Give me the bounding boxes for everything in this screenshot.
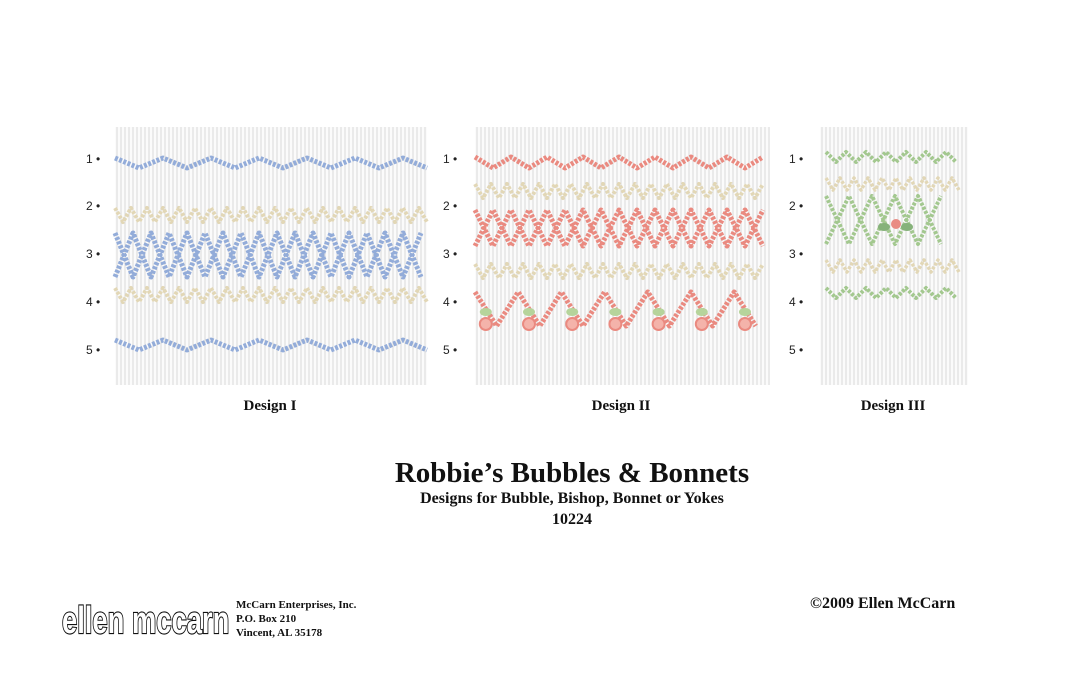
copyright: ©2009 Ellen McCarn	[810, 595, 955, 612]
title: Robbie’s Bubbles & Bonnets	[395, 457, 749, 489]
leaf	[739, 308, 751, 316]
stitch	[473, 154, 765, 171]
leaf	[566, 308, 579, 316]
row-label: 4 •	[86, 295, 100, 309]
rosebud	[522, 317, 536, 331]
rosebud	[651, 317, 666, 331]
leaf	[878, 223, 890, 231]
company-address: P.O. Box 210	[236, 613, 297, 625]
stitch	[473, 262, 765, 280]
leaf	[609, 308, 622, 316]
stitch	[114, 155, 428, 171]
stitch	[472, 207, 766, 249]
row-label: 5 •	[443, 343, 457, 357]
company-city: Vincent, AL 35178	[236, 627, 323, 639]
stitch	[472, 207, 766, 249]
stitch	[112, 230, 424, 280]
row-label: 1 •	[789, 152, 803, 166]
rosebud	[694, 317, 709, 331]
stitch	[113, 286, 429, 304]
rosebud	[565, 317, 580, 331]
row-label: 5 •	[789, 343, 803, 357]
logo: ellen mccarn	[62, 600, 229, 642]
stitch	[473, 182, 765, 200]
row-label: 3 •	[443, 247, 457, 261]
rosebud	[608, 317, 623, 331]
row-label: 2 •	[789, 199, 803, 213]
row-label: 3 •	[789, 247, 803, 261]
subtitle: Designs for Bubble, Bishop, Bonnet or Yo…	[420, 490, 724, 507]
leaf	[523, 308, 535, 316]
leaf	[652, 308, 665, 316]
row-label: 1 •	[86, 152, 100, 166]
stitch	[824, 194, 943, 246]
stitch	[114, 337, 428, 353]
stitch	[824, 176, 961, 192]
stitch	[112, 230, 424, 280]
stitch	[824, 286, 958, 300]
row-label: 3 •	[86, 247, 100, 261]
panels: 1 • 2 • 3 • 4 • 5 • 1 • 2 • 3 • 4 • 5 • 1 • 2 • 3 • 4…	[86, 127, 968, 385]
leaf	[901, 223, 913, 231]
row-label: 5 •	[86, 343, 100, 357]
row-label: 2 •	[443, 199, 457, 213]
fabric	[475, 127, 770, 385]
design-label: Design III	[861, 398, 926, 414]
rosebud	[738, 317, 752, 331]
stitch	[824, 150, 958, 164]
design-label: Design I	[244, 398, 297, 414]
leaf	[479, 308, 492, 316]
rosebud	[478, 317, 493, 331]
stitch	[113, 206, 429, 224]
row-label: 1 •	[443, 152, 457, 166]
leaf	[695, 308, 708, 316]
row-label: 4 •	[789, 295, 803, 309]
stitch	[824, 258, 961, 274]
company-name: McCarn Enterprises, Inc.	[236, 599, 357, 611]
row-label: 2 •	[86, 199, 100, 213]
code: 10224	[552, 511, 592, 528]
design-label: Design II	[592, 398, 651, 414]
rosebud	[891, 219, 901, 229]
row-label: 4 •	[443, 295, 457, 309]
